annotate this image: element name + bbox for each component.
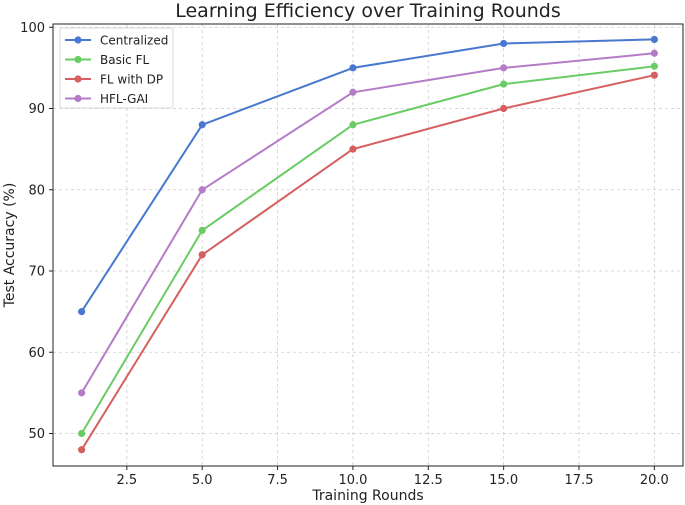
y-tick-label: 70 bbox=[28, 265, 45, 280]
legend-label-fl-with-dp: FL with DP bbox=[100, 73, 163, 87]
data-point-centralized bbox=[349, 64, 357, 72]
legend-marker-fl-with-dp bbox=[74, 75, 82, 83]
legend-frame bbox=[59, 27, 174, 109]
y-tick-label: 60 bbox=[28, 346, 45, 361]
data-point-hfl-gai bbox=[500, 64, 508, 72]
y-tick-label: 50 bbox=[28, 427, 45, 442]
data-point-basic-fl bbox=[198, 226, 206, 234]
legend-marker-basic-fl bbox=[74, 55, 82, 64]
data-point-hfl-gai bbox=[198, 186, 206, 194]
data-point-fl-with-dp bbox=[650, 71, 658, 79]
series-lines bbox=[78, 35, 658, 454]
x-axis-title: Training Rounds bbox=[311, 488, 423, 504]
x-tick-label: 20.0 bbox=[640, 473, 669, 488]
x-tick-label: 7.5 bbox=[267, 473, 288, 488]
x-tick-label: 5.0 bbox=[192, 473, 213, 488]
data-point-fl-with-dp bbox=[198, 251, 206, 259]
x-tick-label: 10.0 bbox=[338, 473, 367, 488]
data-point-fl-with-dp bbox=[349, 145, 357, 153]
legend-marker-centralized bbox=[74, 36, 82, 44]
grid bbox=[53, 24, 683, 466]
data-point-fl-with-dp bbox=[500, 104, 508, 113]
chart-title: Learning Efficiency over Training Rounds bbox=[175, 0, 561, 22]
axis-ticks: 2.5 5.0 7.5 10.0 12.5 15.0 17.5 20.0 50 60 70 80 90 1… bbox=[20, 21, 669, 488]
x-tick-label: 2.5 bbox=[117, 473, 138, 488]
y-axis-title: Test Accuracy (%) bbox=[2, 183, 18, 309]
data-point-basic-fl bbox=[349, 121, 357, 129]
y-tick-label: 90 bbox=[28, 102, 45, 117]
y-tick-label: 80 bbox=[28, 183, 45, 198]
plot-frame bbox=[52, 23, 684, 467]
series-line-fl-with-dp bbox=[80, 74, 655, 451]
data-point-centralized bbox=[650, 35, 658, 44]
data-point-fl-with-dp bbox=[78, 446, 86, 454]
data-point-hfl-gai bbox=[650, 49, 658, 57]
legend-label-centralized: Centralized bbox=[100, 34, 168, 48]
data-point-centralized bbox=[198, 121, 206, 129]
x-tick-label: 15.0 bbox=[489, 473, 518, 488]
data-point-basic-fl bbox=[78, 429, 86, 438]
data-point-hfl-gai bbox=[349, 88, 357, 96]
x-tick-label: 12.5 bbox=[414, 473, 443, 488]
legend-label-basic-fl: Basic FL bbox=[100, 53, 149, 67]
legend-marker-hfl-gai bbox=[74, 94, 82, 103]
data-point-basic-fl bbox=[500, 80, 508, 88]
data-point-hfl-gai bbox=[78, 389, 86, 397]
data-point-centralized bbox=[500, 39, 508, 48]
legend-label-hfl-gai: HFL-GAI bbox=[100, 92, 148, 106]
legend: Centralized Basic FL FL with DP HFL-GAI bbox=[59, 27, 174, 109]
data-point-basic-fl bbox=[650, 62, 658, 70]
x-tick-label: 17.5 bbox=[565, 473, 594, 488]
y-tick-label: 100 bbox=[20, 21, 45, 36]
data-point-centralized bbox=[78, 308, 86, 316]
